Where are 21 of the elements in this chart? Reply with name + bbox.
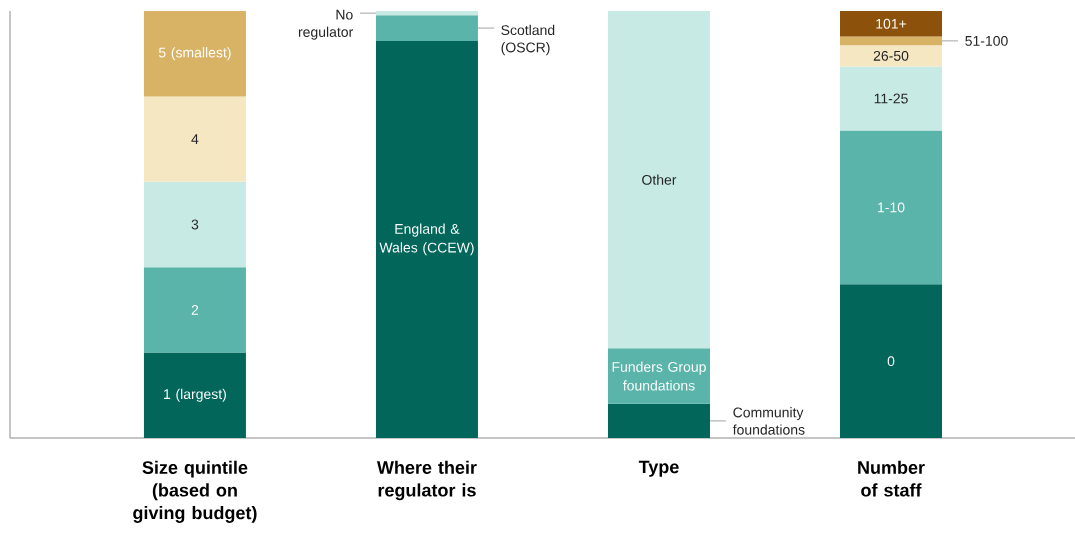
series-label: 1 (largest): [164, 388, 226, 402]
series-label: 3: [191, 219, 199, 230]
series-label: 101+: [876, 18, 907, 29]
series-label: Funders Group foundations: [612, 361, 706, 391]
series-label: 4: [191, 134, 199, 144]
series-label: 2: [191, 305, 199, 315]
series-label: Scotland (OSCR): [501, 24, 555, 56]
series-label: 5 (smallest): [158, 47, 231, 61]
x-tick-label: Number of staff: [858, 460, 925, 497]
series-label: 0: [887, 356, 895, 367]
x-tick-label: Size quintile (based on giving budget): [133, 460, 257, 523]
series-label: Community foundations: [732, 407, 805, 435]
series-label: England & Wales (CCEW): [379, 223, 474, 256]
x-tick-label: Type: [638, 460, 679, 477]
series-label: 11-25: [874, 93, 908, 104]
series-label: No regulator: [298, 9, 354, 40]
series-label: 26-50: [873, 50, 909, 61]
series-label: 1-10: [878, 202, 905, 213]
x-tick-label: Where their regulator is: [376, 460, 477, 501]
series-label: Other: [642, 174, 677, 185]
series-label: 51-100: [965, 35, 1008, 46]
